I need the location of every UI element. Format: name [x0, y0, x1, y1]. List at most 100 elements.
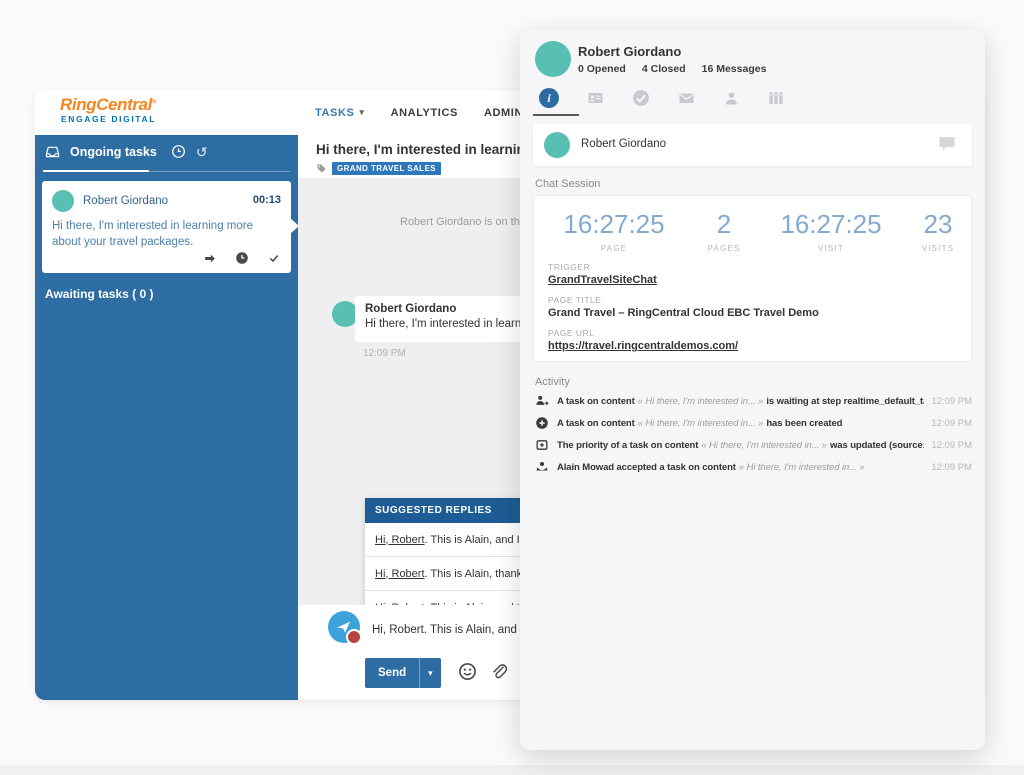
contact-name: Robert Giordano — [578, 44, 682, 59]
field-page-url: PAGE URL https://travel.ringcentraldemos… — [548, 328, 819, 352]
reply-lead: Hi, Robert — [375, 533, 425, 546]
awaiting-tasks-label[interactable]: Awaiting tasks ( 0 ) — [45, 287, 154, 301]
opened-count: 0 Opened — [578, 63, 626, 75]
contact-counters: 0 Opened 4 Closed 16 Messages — [578, 63, 766, 75]
page-bottom-strip — [0, 765, 1024, 775]
history-icon[interactable]: ↺ — [195, 143, 208, 160]
activity-item: The priority of a task on content « Hi th… — [535, 434, 972, 456]
task-timer: 00:13 — [252, 194, 281, 206]
tab-info-icon[interactable]: i — [539, 88, 559, 108]
active-tab-underline — [533, 114, 579, 116]
transfer-arrow-icon[interactable] — [203, 252, 217, 265]
chat-bubble-icon[interactable] — [936, 134, 958, 154]
message-input[interactable]: Hi, Robert. This is Alain, and I ca — [372, 624, 539, 636]
contact-card[interactable]: Robert Giordano — [533, 124, 972, 166]
message-text: Hi there, I'm interested in learning — [365, 318, 537, 330]
activity-time: 12:09 PM — [931, 395, 972, 407]
message-sender: Robert Giordano — [365, 303, 457, 315]
reply-rest: . This is Alain, thank y — [424, 567, 531, 580]
contact-details-panel: Robert Giordano 0 Opened 4 Closed 16 Mes… — [520, 30, 985, 750]
activity-time: 12:09 PM — [931, 417, 972, 429]
activity-item: A task on content « Hi there, I'm interes… — [535, 390, 972, 412]
activity-post: is waiting at step realtime_default_targ… — [766, 395, 924, 407]
agent-brand-avatar — [328, 611, 362, 645]
activity-item: A task on content « Hi there, I'm interes… — [535, 412, 972, 434]
task-created-icon — [535, 416, 551, 430]
tab-person-icon[interactable] — [723, 90, 740, 107]
message-timestamp: 12:09 PM — [363, 348, 406, 359]
snooze-clock-icon[interactable] — [235, 251, 249, 265]
metric-pages: 2 PAGES — [694, 209, 754, 253]
metric-label: PAGE — [600, 244, 628, 253]
trigger-link[interactable]: GrandTravelSiteChat — [548, 274, 657, 286]
ringcentral-logo: RingCentral® ENGAGE DIGITAL — [60, 96, 156, 124]
tasks-sidebar: Ongoing tasks ↺ Robert Giordano 00:13 Hi… — [35, 135, 299, 700]
sidebar-header: Ongoing tasks ↺ — [45, 144, 208, 159]
page-url-link[interactable]: https://travel.ringcentraldemos.com/ — [548, 340, 739, 352]
tab-contact-card-icon[interactable] — [586, 90, 605, 106]
activity-quote: « Hi there, I'm interested in... » — [738, 461, 865, 473]
nav-tasks[interactable]: TASKS ▾ — [315, 107, 365, 119]
panel-tabs: i — [539, 86, 785, 110]
presence-note: Robert Giordano is on the — [400, 216, 526, 228]
metric-value: 23 — [923, 209, 953, 239]
avatar — [535, 41, 571, 77]
task-message-preview: Hi there, I'm interested in learning mor… — [52, 220, 253, 248]
conversation-title: Hi there, I'm interested in learning — [316, 142, 534, 157]
activity-text: The priority of a task on content « Hi th… — [557, 440, 924, 451]
messages-count: 16 Messages — [701, 63, 767, 75]
field-label: TRIGGER — [548, 262, 591, 272]
tab-apps-icon[interactable] — [767, 90, 785, 106]
avatar — [544, 132, 570, 158]
send-button[interactable]: Send — [365, 658, 420, 688]
chat-session-card: 16:27:25 PAGE 2 PAGES 16:27:25 VISIT 23 … — [533, 195, 972, 362]
activity-text: Alain Mowad accepted a task on content « … — [557, 462, 924, 473]
nav-tasks-label: TASKS — [315, 106, 355, 119]
nav-analytics[interactable]: ANALYTICS — [391, 107, 458, 119]
session-metrics: 16:27:25 PAGE 2 PAGES 16:27:25 VISIT 23 … — [534, 196, 971, 253]
metric-page: 16:27:25 PAGE — [534, 209, 694, 253]
activity-feed: A task on content « Hi there, I'm interes… — [535, 390, 972, 478]
attachment-icon[interactable] — [490, 662, 508, 681]
field-trigger: TRIGGER GrandTravelSiteChat — [548, 262, 819, 286]
metric-value: 16:27:25 — [780, 209, 882, 239]
tab-mail-icon[interactable] — [677, 90, 696, 106]
activity-pre: A task on content — [557, 417, 635, 429]
tab-resolved-icon[interactable] — [632, 89, 650, 107]
chevron-down-icon[interactable]: ▾ — [359, 107, 365, 117]
sidebar-title[interactable]: Ongoing tasks — [70, 144, 157, 159]
clock-icon[interactable] — [171, 144, 186, 159]
page-title-value: Grand Travel – RingCentral Cloud EBC Tra… — [548, 307, 819, 319]
nav-admin[interactable]: ADMIN — [484, 107, 523, 119]
category-badge[interactable]: GRAND TRAVEL SALES — [332, 162, 441, 175]
avatar — [332, 301, 358, 327]
activity-quote: « Hi there, I'm interested in... » — [637, 395, 764, 407]
logo-brand: RingCentral — [60, 95, 152, 114]
metric-visits: 23 VISITS — [908, 209, 968, 253]
field-label: PAGE TITLE — [548, 295, 602, 305]
metric-label: VISITS — [921, 244, 955, 253]
section-title: Chat Session — [535, 178, 601, 190]
activity-text: A task on content « Hi there, I'm interes… — [557, 418, 924, 429]
activity-post: was updated (source: +1) — [830, 439, 924, 451]
task-actions — [203, 251, 281, 265]
avatar — [52, 190, 74, 212]
activity-time: 12:09 PM — [931, 439, 972, 451]
send-split-button: Send ▾ — [365, 658, 441, 688]
metric-label: PAGES — [707, 244, 741, 253]
complete-check-icon[interactable] — [267, 252, 281, 264]
divider — [43, 171, 290, 172]
conversation-tags: GRAND TRAVEL SALES — [316, 162, 441, 175]
emoji-icon[interactable] — [458, 662, 477, 681]
tag-icon — [316, 163, 327, 174]
nav-admin-label: ADMIN — [483, 106, 523, 119]
channel-badge — [346, 629, 362, 645]
metric-visit: 16:27:25 VISIT — [754, 209, 908, 253]
activity-quote: « Hi there, I'm interested in... » — [701, 439, 827, 451]
send-options-caret[interactable]: ▾ — [419, 658, 441, 688]
activity-pre: Alain Mowad accepted a task on content — [557, 461, 736, 473]
nav-analytics-label: ANALYTICS — [390, 106, 458, 119]
task-card-tail — [290, 218, 299, 234]
task-card[interactable]: Robert Giordano 00:13 Hi there, I'm inte… — [42, 181, 299, 273]
